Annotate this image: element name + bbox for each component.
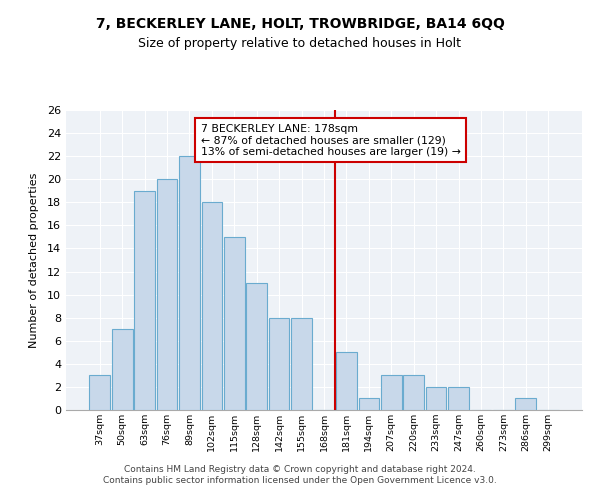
Bar	[202, 202, 222, 410]
Bar	[269, 318, 289, 410]
Text: 7 BECKERLEY LANE: 178sqm
← 87% of detached houses are smaller (129)
13% of semi-: 7 BECKERLEY LANE: 178sqm ← 87% of detach…	[200, 124, 461, 157]
Bar	[336, 352, 357, 410]
Bar	[448, 387, 469, 410]
Bar	[426, 387, 446, 410]
Text: Contains HM Land Registry data © Crown copyright and database right 2024.: Contains HM Land Registry data © Crown c…	[124, 465, 476, 474]
Bar	[89, 376, 110, 410]
Bar	[359, 398, 379, 410]
Text: Contains public sector information licensed under the Open Government Licence v3: Contains public sector information licen…	[103, 476, 497, 485]
Bar	[515, 398, 536, 410]
Y-axis label: Number of detached properties: Number of detached properties	[29, 172, 38, 348]
Bar	[224, 237, 245, 410]
Bar	[112, 329, 133, 410]
Bar	[381, 376, 401, 410]
Bar	[247, 283, 267, 410]
Bar	[134, 191, 155, 410]
Text: 7, BECKERLEY LANE, HOLT, TROWBRIDGE, BA14 6QQ: 7, BECKERLEY LANE, HOLT, TROWBRIDGE, BA1…	[95, 18, 505, 32]
Bar	[179, 156, 200, 410]
Bar	[403, 376, 424, 410]
Bar	[291, 318, 312, 410]
Text: Size of property relative to detached houses in Holt: Size of property relative to detached ho…	[139, 38, 461, 51]
Bar	[157, 179, 178, 410]
